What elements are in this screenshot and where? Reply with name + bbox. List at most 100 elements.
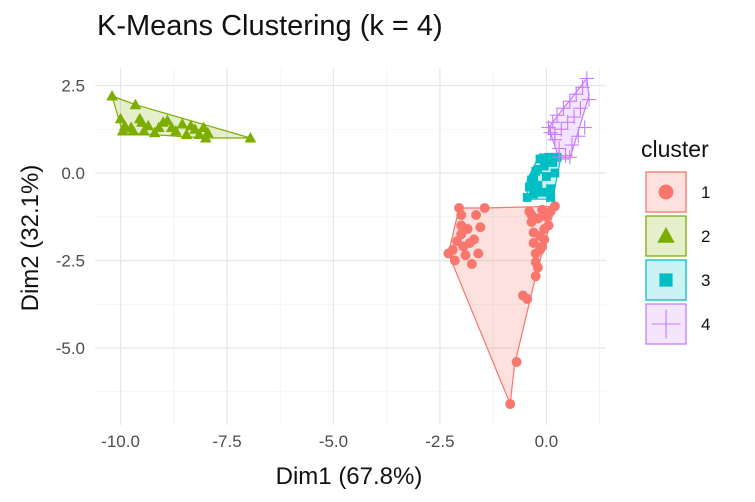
cluster-4-point [566, 109, 582, 125]
cluster-1-point [549, 201, 560, 212]
y-tick-label: -5.0 [56, 339, 85, 358]
cluster-3-point [548, 158, 558, 167]
cluster-1-point [532, 262, 543, 273]
cluster-4-point [575, 80, 590, 95]
cluster-1-point [469, 234, 479, 245]
cluster-1-point [511, 357, 522, 367]
cluster-2-point [136, 116, 148, 127]
y-tick-label: -2.5 [56, 252, 85, 271]
cluster-4-point [549, 108, 565, 123]
cluster-3-point [533, 165, 543, 174]
cluster-1-point [473, 248, 484, 259]
cluster-3-point [546, 193, 556, 202]
x-tick-label: -7.5 [212, 432, 241, 451]
x-tick-label: 0.0 [535, 432, 559, 451]
cluster-3-point [550, 168, 560, 178]
x-tick-label: -10.0 [101, 432, 140, 451]
cluster-1-point [471, 210, 482, 220]
cluster-2-point [114, 112, 127, 124]
x-tick-label: -2.5 [425, 432, 454, 451]
x-axis-label: Dim1 (67.8%) [276, 463, 423, 490]
legend-label: 2 [701, 227, 710, 246]
cluster-2-point [244, 132, 257, 143]
cluster-4-point [579, 71, 595, 86]
legend-item-3: 3 [645, 259, 710, 301]
y-axis-label: Dim2 (32.1%) [17, 165, 44, 312]
x-tick-labels: -10.0 -7.5 -5.0 -2.5 0.0 [101, 432, 558, 451]
legend-item-2: 2 [645, 215, 710, 257]
cluster-3-point [546, 184, 556, 194]
cluster-1-point [539, 234, 550, 245]
cluster-4-point [568, 87, 584, 102]
cluster-4-points [541, 71, 597, 165]
cluster-4-point [564, 137, 580, 153]
cluster-1-point [505, 399, 516, 409]
cluster-3-point [541, 172, 551, 181]
cluster-2-point [127, 125, 140, 136]
cluster-1-point [479, 203, 490, 213]
legend-label: 4 [701, 315, 710, 334]
legend-label: 1 [701, 183, 710, 202]
legend-symbol [659, 273, 673, 287]
cluster-3-point [539, 161, 549, 171]
cluster-3-points [522, 152, 562, 202]
cluster-2-point [142, 119, 155, 131]
cluster-4-point [547, 127, 563, 142]
cluster-1-point [526, 210, 537, 220]
cluster-2-point [106, 90, 118, 101]
cluster-1-point [543, 220, 554, 231]
cluster-4-point [581, 92, 597, 107]
legend-item-4: 4 [645, 303, 710, 345]
legend-key [645, 259, 687, 301]
cluster-2-point [180, 128, 193, 139]
cluster-1-points [443, 201, 560, 409]
cluster-1-point [466, 259, 477, 269]
chart-title: K-Means Clustering (k = 4) [97, 10, 443, 42]
cluster-1-point [456, 210, 467, 220]
cluster-4-point [573, 101, 588, 116]
cluster-2-points [106, 90, 257, 143]
cluster-1-point [449, 255, 460, 266]
data-points [106, 71, 597, 409]
cluster-3-point [544, 152, 553, 162]
cluster-3-point [529, 173, 539, 183]
legend-symbol [658, 184, 674, 200]
cluster-3-point [537, 187, 547, 197]
cluster-1-point [522, 294, 533, 304]
legend-label: 3 [701, 271, 710, 290]
cluster-3-point [535, 154, 545, 164]
cluster-4-point [556, 101, 571, 116]
cluster-4-point [571, 129, 586, 144]
cluster-4-point [562, 94, 578, 109]
cluster-1-point [447, 245, 458, 255]
cluster-2-point [193, 128, 206, 139]
cluster-2-point [161, 114, 174, 125]
cluster-3-point [522, 193, 532, 202]
cluster-4-point [562, 150, 578, 165]
y-tick-label: 2.5 [61, 77, 85, 96]
cluster-4-point [577, 120, 592, 135]
legend-symbol [657, 227, 675, 243]
cluster-1-point [528, 238, 539, 248]
cluster-2-point [170, 125, 182, 136]
cluster-2-point [119, 119, 131, 131]
legend-item-1: 1 [645, 171, 710, 213]
cluster-2-point [202, 126, 214, 138]
legend: 1 2 3 4 [645, 171, 710, 345]
cluster-1-point [530, 271, 541, 282]
cluster-1-point [462, 224, 473, 234]
cluster-2-point [129, 98, 142, 110]
cluster-3-point [529, 189, 539, 199]
y-tick-labels: 2.5 0.0 -2.5 -5.0 [56, 77, 85, 359]
cluster-2-point [176, 118, 189, 129]
cluster-3-point [524, 182, 534, 192]
cluster-3-point [533, 180, 543, 190]
cluster-1-point [535, 245, 545, 255]
cluster-1-point [475, 222, 486, 233]
legend-title: cluster [641, 136, 709, 162]
cluster-1-point [460, 250, 471, 261]
x-tick-label: -5.0 [319, 432, 348, 451]
legend-symbol [651, 309, 681, 339]
y-tick-label: 0.0 [61, 164, 85, 183]
